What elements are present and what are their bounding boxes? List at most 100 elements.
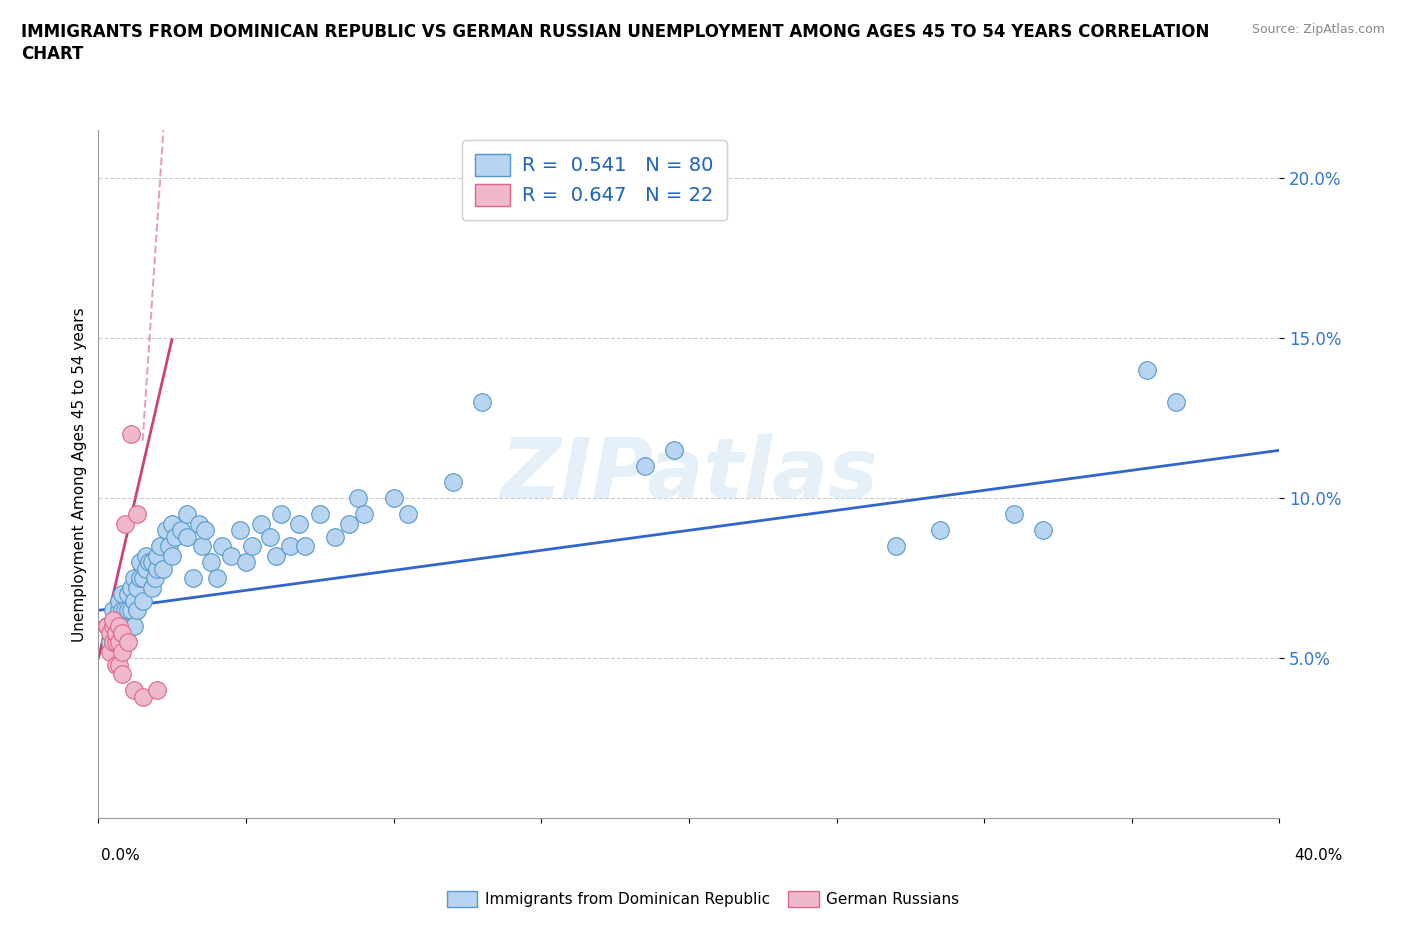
Text: ZIPatlas: ZIPatlas bbox=[501, 433, 877, 515]
Point bbox=[181, 571, 204, 586]
Point bbox=[103, 603, 125, 618]
Point bbox=[98, 625, 121, 640]
Point bbox=[1135, 363, 1157, 378]
Point bbox=[205, 571, 228, 586]
Point bbox=[135, 549, 157, 564]
Text: IMMIGRANTS FROM DOMINICAN REPUBLIC VS GERMAN RUSSIAN UNEMPLOYMENT AMONG AGES 45 : IMMIGRANTS FROM DOMINICAN REPUBLIC VS GE… bbox=[21, 23, 1209, 41]
Point bbox=[122, 571, 145, 586]
Point bbox=[108, 593, 131, 608]
Point bbox=[176, 507, 198, 522]
Point bbox=[165, 529, 187, 544]
Text: 0.0%: 0.0% bbox=[101, 848, 141, 863]
Point bbox=[157, 538, 180, 553]
Point bbox=[114, 516, 136, 531]
Point bbox=[264, 549, 287, 564]
Point bbox=[250, 516, 273, 531]
Point bbox=[323, 529, 346, 544]
Point bbox=[132, 593, 155, 608]
Point bbox=[105, 625, 128, 640]
Point bbox=[353, 507, 375, 522]
Point bbox=[96, 618, 118, 633]
Point bbox=[103, 635, 125, 650]
Point bbox=[146, 549, 169, 564]
Point bbox=[105, 658, 128, 672]
Point bbox=[235, 555, 257, 570]
Point bbox=[278, 538, 302, 553]
Point bbox=[120, 580, 142, 595]
Point bbox=[122, 683, 145, 698]
Point bbox=[162, 516, 183, 531]
Point bbox=[114, 625, 136, 640]
Point bbox=[128, 571, 150, 586]
Point bbox=[117, 635, 139, 650]
Point bbox=[125, 507, 148, 522]
Point bbox=[1032, 523, 1054, 538]
Point bbox=[441, 475, 464, 490]
Point bbox=[117, 587, 139, 602]
Point bbox=[108, 658, 131, 672]
Point bbox=[108, 635, 131, 650]
Point bbox=[96, 618, 118, 633]
Point bbox=[146, 683, 169, 698]
Point bbox=[111, 603, 134, 618]
Point bbox=[120, 603, 142, 618]
Point bbox=[633, 458, 655, 473]
Point bbox=[128, 555, 150, 570]
Point bbox=[259, 529, 281, 544]
Point bbox=[132, 689, 155, 704]
Point bbox=[176, 529, 198, 544]
Point bbox=[664, 443, 686, 458]
Point bbox=[114, 603, 136, 618]
Point bbox=[337, 516, 360, 531]
Point bbox=[103, 618, 125, 633]
Y-axis label: Unemployment Among Ages 45 to 54 years: Unemployment Among Ages 45 to 54 years bbox=[72, 307, 87, 642]
Point bbox=[152, 562, 174, 577]
Legend: Immigrants from Dominican Republic, German Russians: Immigrants from Dominican Republic, Germ… bbox=[440, 884, 966, 913]
Point bbox=[111, 644, 134, 659]
Point bbox=[111, 667, 134, 682]
Point bbox=[111, 587, 134, 602]
Point bbox=[200, 555, 222, 570]
Point bbox=[108, 618, 131, 633]
Point bbox=[928, 523, 950, 538]
Point bbox=[187, 516, 209, 531]
Text: Source: ZipAtlas.com: Source: ZipAtlas.com bbox=[1251, 23, 1385, 36]
Point bbox=[288, 516, 311, 531]
Point bbox=[125, 580, 148, 595]
Point bbox=[105, 613, 128, 628]
Point bbox=[141, 580, 163, 595]
Point bbox=[122, 618, 145, 633]
Point bbox=[382, 491, 405, 506]
Point bbox=[103, 625, 125, 640]
Point bbox=[1164, 395, 1187, 410]
Point bbox=[170, 523, 193, 538]
Point bbox=[98, 644, 121, 659]
Point bbox=[309, 507, 332, 522]
Point bbox=[108, 603, 131, 618]
Point bbox=[143, 571, 166, 586]
Point bbox=[111, 618, 134, 633]
Point bbox=[103, 613, 125, 628]
Point bbox=[471, 395, 494, 410]
Point bbox=[149, 538, 172, 553]
Point bbox=[122, 593, 145, 608]
Point bbox=[884, 538, 907, 553]
Point bbox=[191, 538, 214, 553]
Point bbox=[162, 549, 183, 564]
Point bbox=[117, 618, 139, 633]
Point bbox=[347, 491, 370, 506]
Text: 40.0%: 40.0% bbox=[1295, 848, 1343, 863]
Point bbox=[396, 507, 419, 522]
Point bbox=[117, 603, 139, 618]
Point bbox=[270, 507, 292, 522]
Point bbox=[111, 625, 134, 640]
Point bbox=[229, 523, 252, 538]
Point bbox=[108, 618, 131, 633]
Point bbox=[135, 562, 157, 577]
Point bbox=[98, 635, 121, 650]
Point bbox=[211, 538, 233, 553]
Point bbox=[125, 603, 148, 618]
Point bbox=[240, 538, 263, 553]
Legend: R =  0.541   N = 80, R =  0.647   N = 22: R = 0.541 N = 80, R = 0.647 N = 22 bbox=[461, 140, 727, 219]
Text: CHART: CHART bbox=[21, 45, 83, 62]
